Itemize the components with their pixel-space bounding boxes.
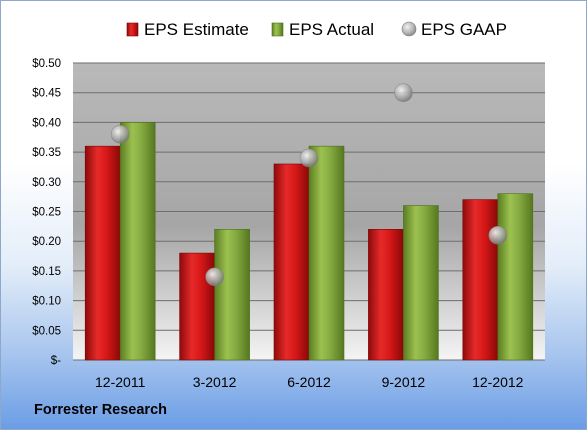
legend-swatch-actual xyxy=(271,22,284,37)
eps-gaap-marker xyxy=(488,225,508,245)
y-tick-label: $0.25 xyxy=(32,207,61,219)
y-tick-label: $0.05 xyxy=(32,325,61,337)
legend: EPS Estimate EPS Actual EPS GAAP xyxy=(126,20,507,39)
y-tick-label: $0.10 xyxy=(32,296,61,308)
eps-estimate-bar xyxy=(273,163,310,361)
y-tick-label: $0.50 xyxy=(32,58,61,70)
eps-estimate-bar xyxy=(179,252,215,361)
eps-actual-bar xyxy=(403,205,439,361)
x-axis-ticks: 12-2011 3-2012 6-2012 9-2012 12-2012 xyxy=(95,374,524,390)
x-tick-label: 9-2012 xyxy=(382,374,426,390)
eps-estimate-bar xyxy=(368,229,404,361)
x-tick-label: 3-2012 xyxy=(193,374,237,390)
source-label: Forrester Research xyxy=(34,402,167,418)
legend-swatch-estimate xyxy=(126,22,139,37)
y-tick-label: $- xyxy=(51,355,61,367)
y-tick-label: $0.30 xyxy=(32,177,61,189)
legend-swatch-gaap xyxy=(401,21,417,37)
eps-actual-bar xyxy=(497,193,534,361)
y-tick-label: $0.35 xyxy=(32,147,61,159)
x-tick-label: 6-2012 xyxy=(287,374,331,390)
bars xyxy=(84,122,534,361)
eps-actual-bar xyxy=(308,145,345,361)
eps-estimate-bar xyxy=(84,145,121,361)
legend-label: EPS Actual xyxy=(289,20,374,39)
y-tick-label: $0.45 xyxy=(32,88,61,100)
legend-label: EPS GAAP xyxy=(421,20,507,39)
eps-actual-bar xyxy=(119,122,156,361)
eps-gaap-marker xyxy=(299,148,319,168)
legend-label: EPS Estimate xyxy=(144,20,249,39)
gaap-markers xyxy=(110,83,508,287)
y-tick-label: $0.15 xyxy=(32,266,61,278)
eps-actual-bar xyxy=(214,229,250,361)
y-axis-ticks: $- $0.05 $0.10 $0.15 $0.20 $0.25 $0.30 $0.35 $0.… xyxy=(32,58,61,367)
y-tick-label: $0.20 xyxy=(32,236,61,248)
eps-estimate-bar xyxy=(462,199,499,361)
y-tick-label: $0.40 xyxy=(32,117,61,129)
eps-gaap-marker xyxy=(394,83,413,102)
eps-gaap-marker xyxy=(110,124,130,144)
x-tick-label: 12-2012 xyxy=(472,374,524,390)
eps-gaap-marker xyxy=(205,267,224,287)
x-tick-label: 12-2011 xyxy=(95,374,146,390)
